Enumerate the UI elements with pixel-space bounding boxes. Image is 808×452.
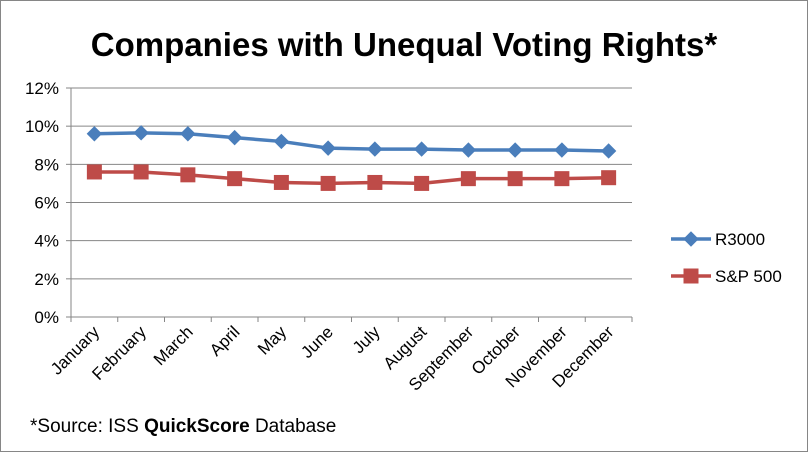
- data-point: [460, 142, 477, 158]
- source-suffix: Database: [249, 416, 337, 437]
- data-point: [507, 142, 523, 158]
- data-point: [460, 171, 476, 187]
- y-tick-label: 10%: [25, 117, 59, 136]
- x-tick-label: March: [150, 322, 197, 369]
- data-point: [601, 170, 617, 186]
- data-point: [507, 171, 523, 187]
- chart-title: Companies with Unequal Voting Rights*: [91, 26, 718, 63]
- data-point: [320, 175, 336, 191]
- data-point: [554, 142, 570, 158]
- data-point: [554, 171, 570, 187]
- legend-marker: [683, 268, 699, 284]
- data-point: [133, 125, 149, 141]
- legend-marker: [683, 231, 699, 247]
- data-point: [86, 126, 103, 142]
- y-tick-label: 4%: [34, 232, 59, 251]
- series-line-2: [94, 170, 609, 186]
- x-tick-label: July: [349, 322, 384, 357]
- x-tick-label: May: [254, 322, 290, 358]
- y-tick-label: 2%: [34, 270, 59, 289]
- x-tick-label: June: [297, 322, 337, 362]
- data-point: [320, 140, 336, 156]
- series-line-1: [94, 131, 609, 153]
- data-point: [273, 174, 289, 190]
- legend-label: R3000: [715, 230, 765, 249]
- x-tick-label: April: [206, 322, 243, 359]
- data-point: [600, 143, 617, 159]
- data-point: [180, 167, 196, 183]
- data-point: [227, 171, 243, 187]
- data-point: [180, 126, 196, 142]
- source-note: *Source: ISS QuickScore Database: [30, 416, 336, 438]
- data-point: [86, 164, 102, 180]
- y-tick-label: 0%: [34, 308, 59, 327]
- y-tick-label: 6%: [34, 194, 59, 213]
- source-prefix: *Source: ISS: [30, 416, 145, 437]
- data-point: [226, 129, 243, 146]
- legend-label: S&P 500: [715, 267, 782, 286]
- data-point: [413, 141, 430, 157]
- y-tick-label: 8%: [34, 155, 59, 174]
- y-tick-label: 12%: [25, 79, 59, 98]
- data-point: [133, 164, 149, 180]
- source-bold: QuickScore: [144, 416, 250, 437]
- data-point: [273, 133, 290, 150]
- data-point: [367, 174, 383, 190]
- data-point: [367, 141, 383, 157]
- data-point: [414, 175, 430, 191]
